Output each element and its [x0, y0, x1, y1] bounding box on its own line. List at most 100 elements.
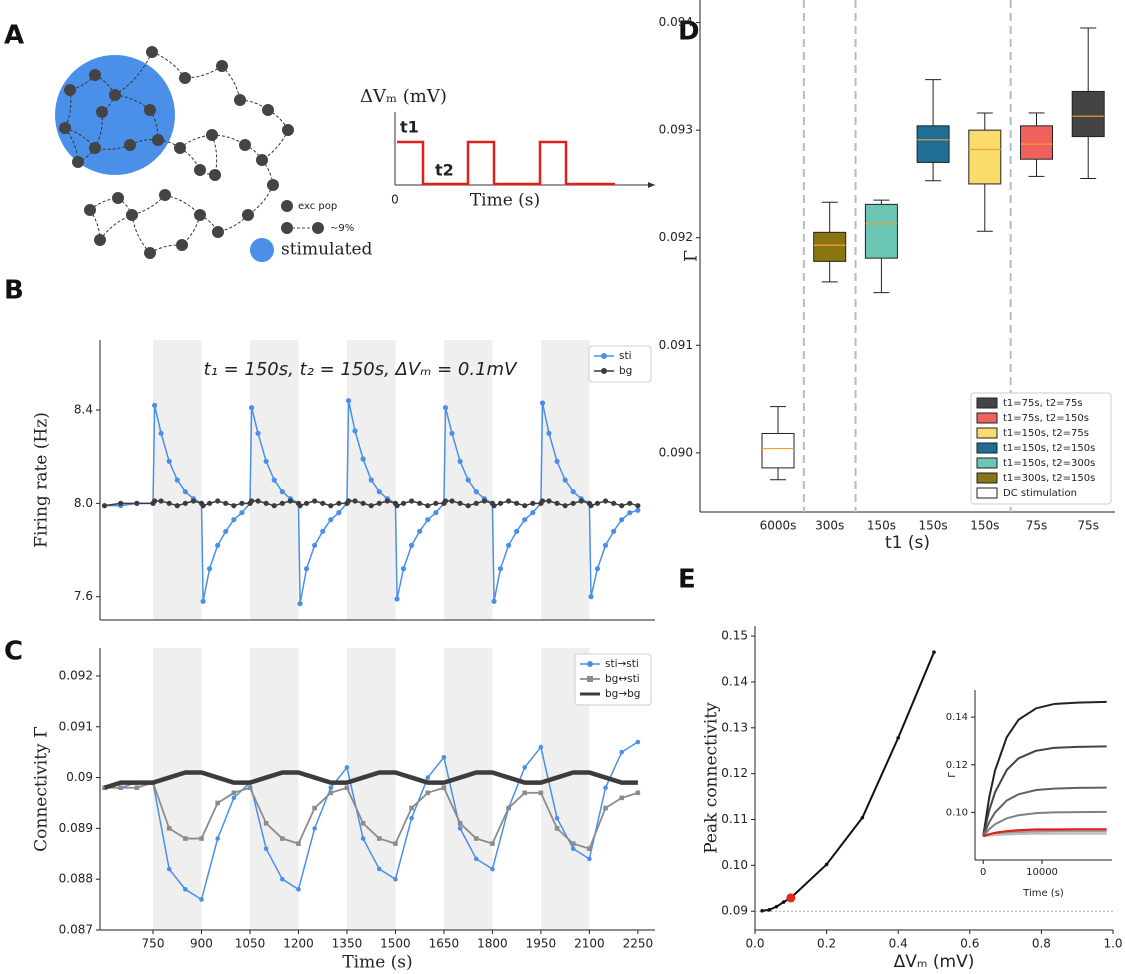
- marker: [215, 498, 221, 504]
- series-line: [103, 770, 638, 790]
- series-line: [982, 786, 1107, 837]
- marker: [384, 498, 390, 504]
- marker: [263, 820, 269, 826]
- neuron: [146, 46, 158, 58]
- y-tick-label: 0.087: [59, 923, 93, 937]
- marker: [255, 498, 261, 504]
- x-tick-label: 900: [190, 937, 213, 951]
- y-axis-label: Γ: [947, 772, 958, 778]
- marker: [166, 826, 172, 831]
- series-line: [982, 745, 1107, 837]
- marker: [190, 498, 197, 504]
- marker: [280, 876, 285, 882]
- marker: [223, 500, 229, 506]
- x-axis-label: Time (s): [1022, 888, 1064, 899]
- marker: [360, 456, 366, 462]
- panel-label: C: [4, 637, 23, 667]
- x-tick-label: 6000s: [760, 519, 797, 533]
- marker: [425, 503, 431, 509]
- neuron: [72, 156, 84, 168]
- marker: [328, 517, 334, 523]
- marker: [255, 430, 261, 436]
- marker: [271, 503, 277, 509]
- legend-box: [970, 392, 1112, 505]
- neuron: [239, 139, 251, 151]
- marker: [594, 500, 601, 506]
- x-tick-label: 0.2: [817, 937, 836, 951]
- legend-label: t1=150s, t2=300s: [1003, 458, 1095, 469]
- neuron: [209, 169, 221, 181]
- marker: [522, 765, 528, 770]
- marker: [473, 856, 479, 862]
- marker: [578, 498, 584, 504]
- marker: [522, 790, 528, 796]
- marker: [279, 500, 285, 506]
- x-tick-label: 1050: [235, 937, 266, 951]
- legend-label: t1=150s, t2=75s: [1003, 428, 1089, 439]
- marker: [360, 500, 366, 506]
- stimulus-band: [153, 648, 202, 930]
- marker: [297, 601, 303, 607]
- box: [916, 125, 950, 163]
- x-tick-label: 10000: [1026, 867, 1058, 878]
- marker: [539, 400, 546, 406]
- legend-label: bg↔sti: [605, 673, 640, 685]
- x-tick-label: 0.0: [745, 937, 764, 951]
- marker: [376, 489, 382, 495]
- marker: [441, 754, 447, 760]
- y-axis-label: Γ: [682, 250, 702, 262]
- marker: [215, 836, 220, 841]
- marker: [425, 517, 431, 523]
- marker: [134, 500, 140, 506]
- synapse: [131, 214, 151, 254]
- y-tick-label: 0.10: [946, 807, 968, 818]
- marker: [174, 503, 180, 509]
- legend-edge-label: ∼9%: [330, 223, 354, 234]
- marker: [554, 826, 560, 831]
- marker: [368, 503, 374, 509]
- legend-node: [281, 222, 293, 234]
- neuron: [216, 60, 228, 72]
- marker: [231, 517, 237, 523]
- marker: [303, 566, 310, 572]
- x-tick-label: 2100: [574, 937, 605, 951]
- marker: [433, 500, 439, 506]
- x-tick-label: 75s: [1077, 519, 1099, 533]
- legend-patch: [976, 427, 998, 439]
- box: [1020, 125, 1053, 160]
- marker: [442, 405, 449, 411]
- legend-box: [574, 653, 652, 706]
- legend-patch: [976, 472, 998, 484]
- y-tick-label: 0.089: [59, 821, 93, 835]
- marker: [433, 510, 439, 516]
- marker: [425, 775, 431, 780]
- neuron: [59, 122, 71, 134]
- neuron: [84, 204, 96, 216]
- x-tick-label: 150s: [919, 519, 948, 533]
- marker: [409, 498, 415, 504]
- chart: B 7.6 8.0 8.4 Firing rate (Hz) t₁ = 150s, t₂ …: [4, 276, 655, 621]
- marker: [538, 744, 544, 750]
- synapse: [164, 194, 201, 216]
- marker: [320, 500, 326, 506]
- marker: [602, 542, 609, 548]
- marker: [118, 500, 124, 506]
- marker: [345, 398, 352, 404]
- x-tick-label: 0.8: [1032, 937, 1051, 951]
- y-axis-label: Firing rate (Hz): [32, 412, 52, 548]
- marker: [158, 498, 164, 504]
- marker: [554, 458, 560, 464]
- marker: [562, 503, 568, 509]
- marker: [231, 503, 237, 509]
- t1-label: t1: [400, 118, 419, 137]
- marker: [174, 477, 180, 483]
- y-tick-label: 8.0: [74, 496, 93, 510]
- y-tick-label: 0.14: [721, 674, 748, 688]
- marker: [417, 500, 423, 506]
- series-line: [104, 741, 639, 901]
- marker: [328, 790, 334, 796]
- t2-label: t2: [435, 161, 454, 180]
- legend-marker: [587, 676, 593, 682]
- marker: [312, 805, 317, 811]
- y-axis-label: Connectivity Γ: [32, 726, 52, 852]
